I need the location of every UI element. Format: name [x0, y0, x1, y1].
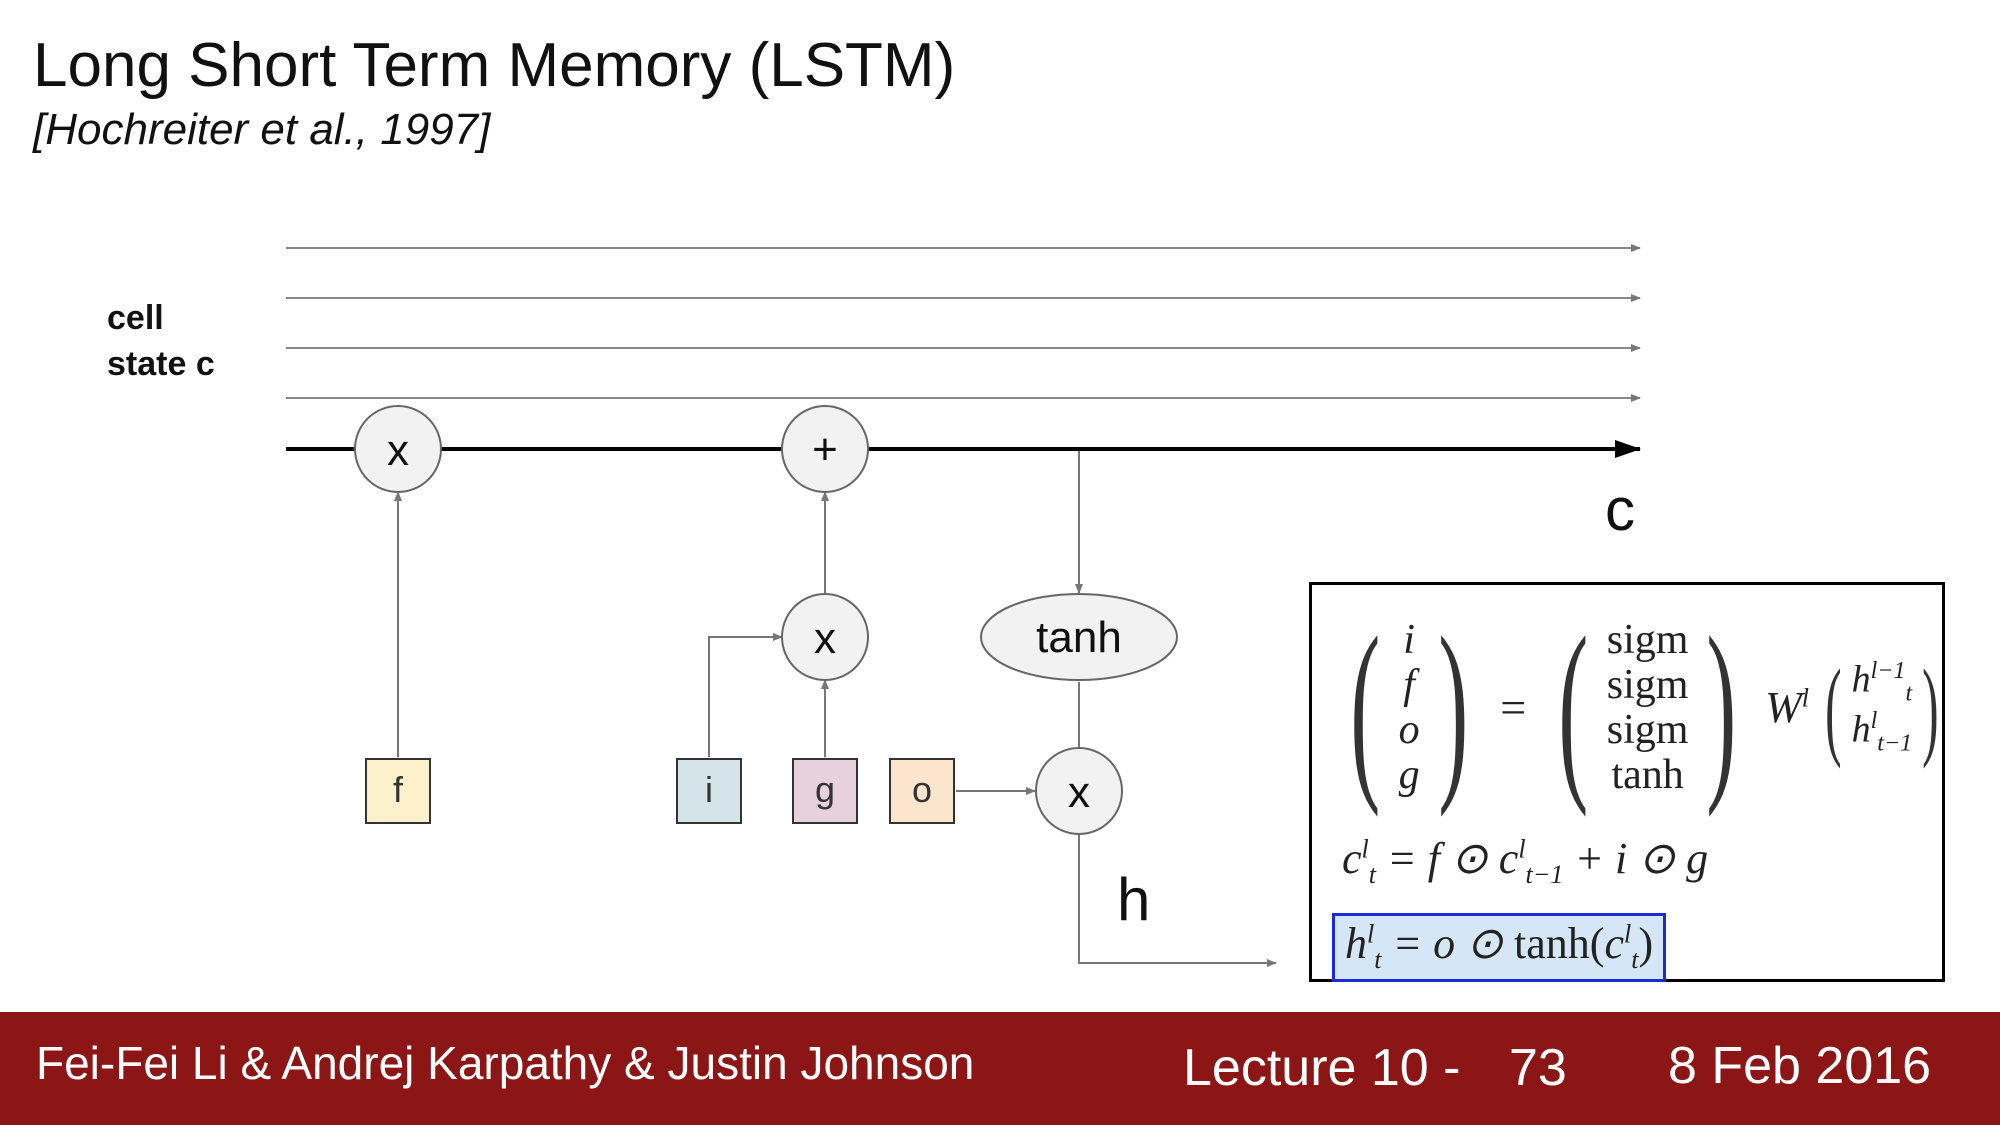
cell-label-line1: cell — [107, 299, 164, 337]
add-label: + — [812, 425, 838, 474]
activation-4: tanh — [1611, 751, 1684, 798]
lhs-open-paren: ( — [1350, 596, 1381, 818]
gate-i: i — [676, 758, 742, 824]
activation-vector: sigm sigm sigm tanh — [1607, 618, 1689, 798]
weight-symbol: W — [1765, 683, 1802, 732]
h-bottom-sub: t−1 — [1877, 730, 1913, 757]
h-open-paren: ( — [1825, 646, 1842, 769]
cell-label-line2: state c — [107, 345, 215, 383]
footer-date: 8 Feb 2016 — [1668, 1037, 1932, 1095]
hidden-eq-rhs-sup: l — [1623, 919, 1632, 949]
gate-o-label: o — [912, 769, 932, 810]
cell-eq-rhs-a: = f ⊙ c — [1387, 834, 1519, 883]
hidden-state-equation-highlight: hlt = o ⊙ tanh(clt) — [1332, 913, 1667, 982]
gate-f: f — [365, 758, 431, 824]
weight-layer-sup: l — [1801, 683, 1809, 713]
lhs-close-paren: ) — [1437, 596, 1468, 818]
footer-bar: Fei-Fei Li & Andrej Karpathy & Justin Jo… — [0, 1012, 2000, 1125]
gate-i-label: i — [705, 769, 713, 810]
h-top-sup: l−1 — [1870, 657, 1906, 684]
add-node: + — [781, 405, 869, 493]
gate-g-label: g — [815, 769, 835, 810]
forget-multiply-label: x — [387, 426, 409, 475]
h-close-paren: ) — [1922, 646, 1939, 769]
forget-multiply-node: x — [354, 405, 442, 493]
gate-var-f: f — [1403, 661, 1415, 708]
output-h-label: h — [1117, 866, 1150, 933]
lstm-equations-panel: ( i f o g ) = ( sigm sigm sigm tanh ) Wl… — [1309, 582, 1945, 982]
i-to-input-multiply — [708, 633, 783, 757]
hidden-eq-sub: t — [1374, 944, 1382, 974]
h-bottom-symbol: h — [1851, 708, 1871, 751]
lstm-diagram: cell state c x + x tanh x f i g — [107, 244, 1641, 967]
gate-g: g — [792, 758, 858, 824]
hidden-input-vector: hl−1t hlt−1 — [1852, 658, 1913, 758]
input-multiply-node: x — [781, 593, 869, 681]
footer-page-number: 73 — [1509, 1039, 1567, 1097]
slide-subtitle: [Hochreiter et al., 1997] — [33, 105, 491, 154]
hidden-eq-rhs-a: = o ⊙ — [1392, 919, 1515, 968]
gate-o: o — [889, 758, 955, 824]
output-multiply-node: x — [1035, 747, 1123, 835]
act-close-paren: ) — [1706, 596, 1737, 818]
hidden-eq-h: h — [1345, 919, 1367, 968]
output-c-label: c — [1605, 476, 1635, 543]
input-multiply-label: x — [814, 614, 836, 663]
hidden-eq-tanh: tanh — [1514, 919, 1590, 968]
h-bottom-sup: l — [1870, 707, 1878, 734]
activation-2: sigm — [1606, 661, 1689, 708]
tanh-node: tanh — [980, 593, 1178, 681]
h-prev-time: hlt−1 — [1851, 707, 1913, 757]
activation-3: sigm — [1606, 706, 1689, 753]
gate-vector: i f o g — [1399, 618, 1420, 798]
gate-f-label: f — [393, 769, 404, 810]
hidden-eq-open: ( — [1589, 919, 1605, 968]
cell-eq-rhs-sup: l — [1518, 834, 1526, 864]
cell-eq-sub: t — [1368, 859, 1376, 889]
tanh-label: tanh — [1036, 613, 1122, 662]
act-open-paren: ( — [1558, 596, 1589, 818]
slide-title: Long Short Term Memory (LSTM) — [33, 31, 956, 100]
footer-authors: Fei-Fei Li & Andrej Karpathy & Justin Jo… — [36, 1037, 975, 1089]
cell-eq-c: c — [1342, 834, 1362, 883]
activation-1: sigm — [1606, 616, 1689, 663]
equals-sign: = — [1500, 682, 1527, 733]
gate-equation: ( i f o g ) = ( sigm sigm sigm tanh ) Wl… — [1332, 605, 1949, 810]
hidden-eq-rhs-sub: t — [1631, 944, 1639, 974]
gate-var-i: i — [1403, 616, 1415, 663]
hidden-eq-sup: l — [1367, 919, 1375, 949]
weight-matrix: Wl — [1765, 682, 1809, 733]
cell-eq-rhs-sub: t−1 — [1525, 859, 1564, 889]
h-top-sub: t — [1905, 680, 1913, 707]
gate-var-o: o — [1398, 706, 1420, 753]
h-top-symbol: h — [1851, 658, 1871, 701]
output-multiply-label: x — [1068, 768, 1090, 817]
cell-update-equation: clt = f ⊙ clt−1 + i ⊙ g — [1342, 833, 1708, 890]
hidden-eq-c: c — [1604, 919, 1624, 968]
h-prev-layer: hl−1t — [1851, 657, 1913, 707]
hidden-eq-close: ) — [1638, 919, 1654, 968]
cell-eq-sup: l — [1361, 834, 1369, 864]
h-output-arrow — [1078, 834, 1277, 967]
gate-var-g: g — [1398, 751, 1420, 798]
footer-lecture: Lecture 10 - — [1183, 1039, 1461, 1097]
cell-eq-rhs-b: + i ⊙ g — [1574, 834, 1709, 883]
